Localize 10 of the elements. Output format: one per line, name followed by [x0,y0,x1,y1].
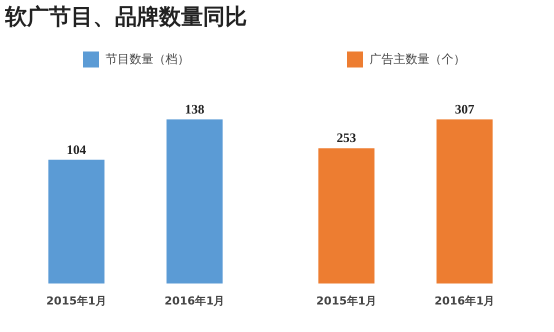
data-label: 104 [66,142,87,157]
x-tick-label: 2016年1月 [164,294,225,308]
legend-label: 广告主数量（个） [370,50,466,68]
x-tick-label: 2015年1月 [46,294,107,308]
data-label: 253 [336,130,357,146]
x-tick-label: 2016年1月 [434,294,495,308]
legend-label: 节目数量（档） [106,50,190,68]
data-label: 138 [184,101,205,116]
x-tick-label: 2015年1月 [316,294,377,308]
data-label: 307 [454,101,475,116]
